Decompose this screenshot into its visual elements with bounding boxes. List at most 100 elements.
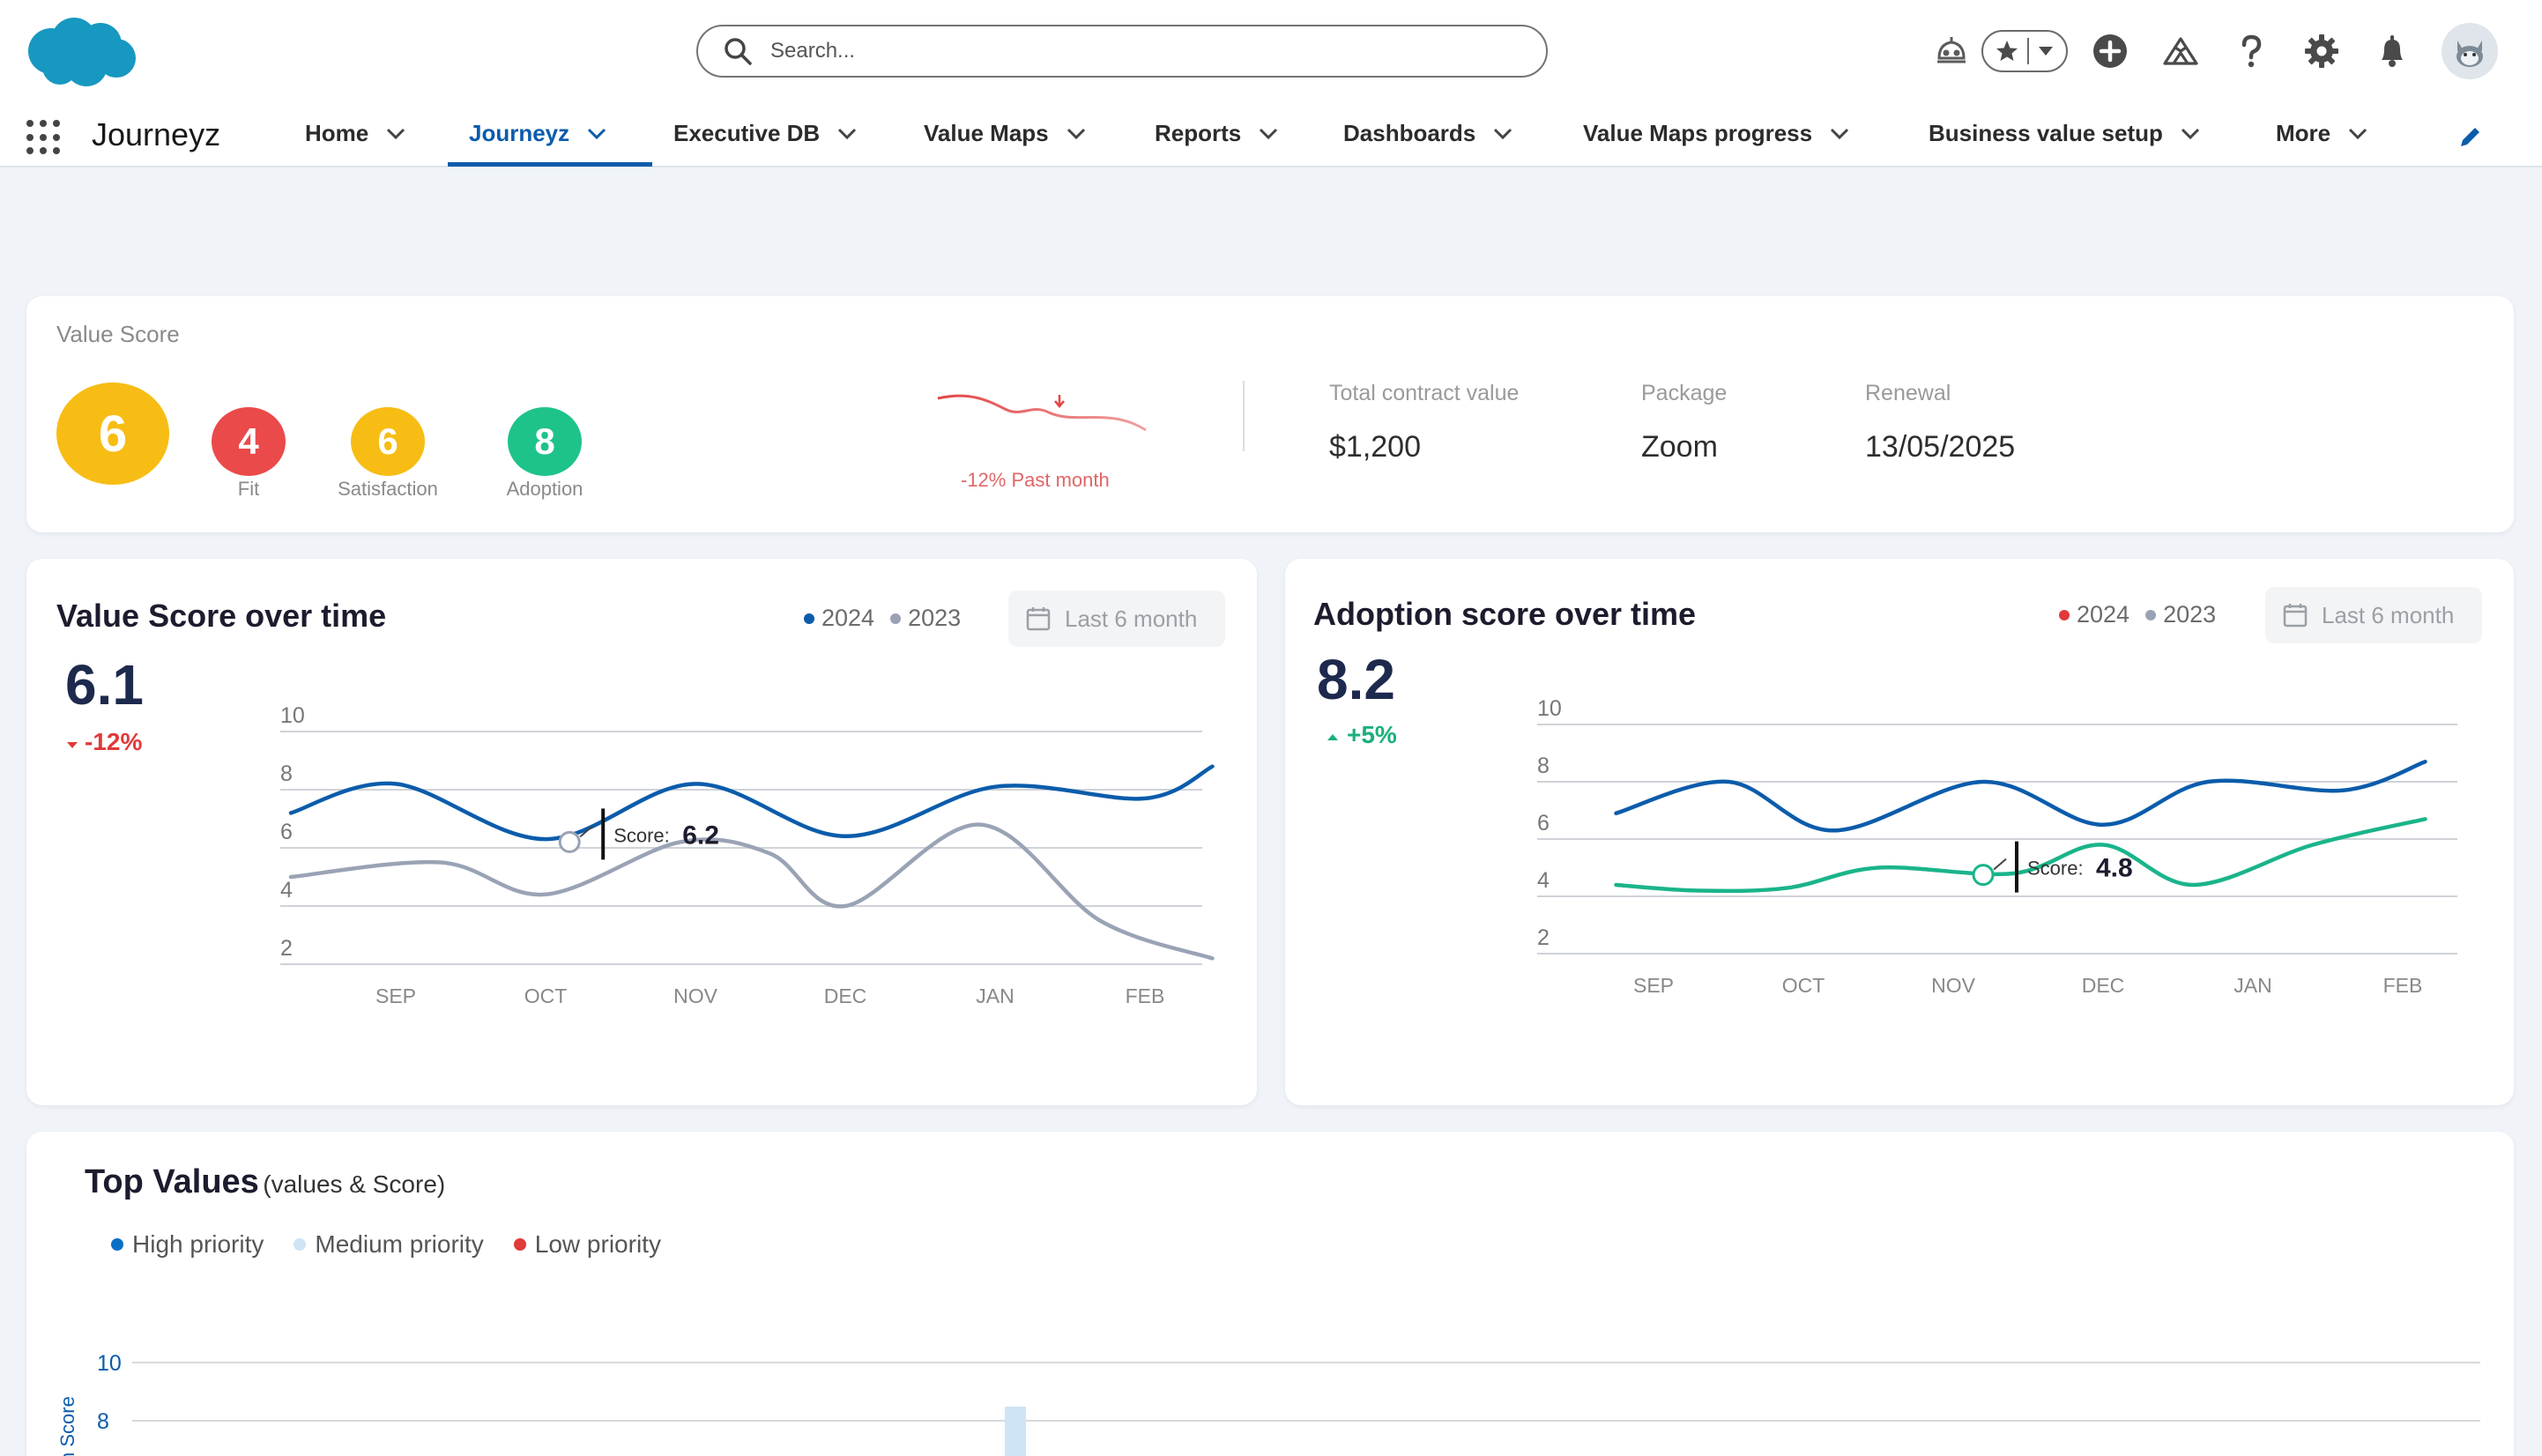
- adoption-score-bubble: 8: [508, 407, 582, 476]
- chevron-down-icon[interactable]: [1830, 128, 1849, 140]
- tab-label: Reports: [1155, 120, 1242, 146]
- chevron-down-icon[interactable]: [837, 128, 857, 140]
- range-label: Last 6 month: [2322, 601, 2455, 628]
- top-values-card: Top Values (values & Score) High priorit…: [26, 1132, 2514, 1456]
- legend-label: 2024: [2077, 601, 2130, 628]
- adoption-chart-range-button[interactable]: Last 6 month: [2265, 587, 2482, 643]
- tab-reports[interactable]: Reports: [1155, 120, 1278, 147]
- legend-2024: 2024: [804, 605, 874, 632]
- global-search[interactable]: [696, 25, 1548, 78]
- top-values-title-row: Top Values (values & Score): [85, 1163, 445, 1201]
- value-chart-range-button[interactable]: Last 6 month: [1008, 591, 1225, 647]
- favorites-dropdown-icon[interactable]: [2036, 41, 2055, 61]
- tab-home[interactable]: Home: [305, 120, 405, 147]
- astro-guide-icon[interactable]: [1923, 23, 1980, 79]
- x-tick-label: SEP: [375, 984, 416, 1007]
- salesforce-cloud-logo[interactable]: [25, 12, 139, 90]
- chevron-down-icon[interactable]: [386, 128, 405, 140]
- trend-sparkline: [937, 394, 1147, 432]
- package-label: Package: [1641, 381, 1728, 405]
- series-line-2023: [1614, 817, 2427, 894]
- tab-executive-db[interactable]: Executive DB: [673, 120, 857, 147]
- app-navigation-bar: Journeyz Home Journeyz Executive DB Valu…: [0, 102, 2542, 167]
- chevron-down-icon[interactable]: [1259, 128, 1278, 140]
- setup-gear-icon[interactable]: [2293, 23, 2350, 79]
- y-tick-label: 10: [1537, 696, 1562, 721]
- y-tick-label: 8: [1537, 754, 1550, 778]
- value-score-line-chart: 10 8 6 4 2 SEP OCT NOV DEC JAN FEB Score: 6.2: [280, 703, 1215, 1007]
- top-values-subtitle: (values & Score): [263, 1170, 446, 1198]
- tooltip-marker: [558, 830, 581, 853]
- global-add-icon[interactable]: [2082, 23, 2138, 79]
- top-values-bar-chart: n Score 10 8: [56, 1351, 2480, 1456]
- tab-dashboards[interactable]: Dashboards: [1343, 120, 1513, 147]
- chevron-down-icon[interactable]: [2348, 128, 2367, 140]
- renewal-value: 13/05/2025: [1865, 430, 2016, 464]
- active-tab-indicator: [448, 162, 652, 167]
- favorites-group[interactable]: [1981, 30, 2068, 72]
- value-chart-delta: -12%: [65, 728, 142, 756]
- x-tick-label: JAN: [2234, 974, 2271, 997]
- legend-label: 2023: [908, 605, 962, 631]
- x-tick-label: SEP: [1633, 974, 1674, 997]
- total-contract-value: $1,200: [1329, 430, 1421, 464]
- value-chart-title: Value Score over time: [56, 598, 387, 634]
- value-chart-delta-text: -12%: [85, 728, 143, 755]
- search-input[interactable]: [770, 39, 1475, 63]
- y-tick-label: 2: [280, 936, 293, 961]
- y-tick-label: 2: [1537, 925, 1550, 950]
- favorites-star-icon[interactable]: [1994, 38, 2020, 64]
- tab-value-maps[interactable]: Value Maps: [924, 120, 1086, 147]
- notifications-bell-icon[interactable]: [2364, 23, 2420, 79]
- legend-2023: 2023: [2145, 601, 2216, 628]
- legend-label: 2023: [2163, 601, 2217, 628]
- calendar-icon: [1026, 607, 1051, 631]
- calendar-icon: [2283, 604, 2308, 628]
- legend-label: 2024: [821, 605, 875, 631]
- y-tick-label: 6: [280, 820, 293, 844]
- y-tick-label: 10: [97, 1351, 122, 1376]
- tab-more[interactable]: More: [2276, 120, 2367, 147]
- x-tick-label: FEB: [2383, 974, 2423, 997]
- tab-label: Journeyz: [469, 120, 570, 146]
- tooltip-label: Score:: [2027, 858, 2084, 880]
- total-contract-label: Total contract value: [1329, 381, 1520, 405]
- edit-nav-pencil-icon[interactable]: [2457, 123, 2484, 150]
- y-tick-label: 8: [97, 1409, 109, 1434]
- search-icon: [725, 38, 752, 65]
- chevron-down-icon[interactable]: [1067, 128, 1086, 140]
- series-line-2023: [288, 822, 1215, 961]
- help-icon[interactable]: [2223, 23, 2279, 79]
- tab-value-maps-progress[interactable]: Value Maps progress: [1583, 120, 1849, 147]
- tooltip-label: Score:: [613, 824, 670, 846]
- legend-low-priority: Low priority: [513, 1230, 661, 1259]
- x-tick-label: JAN: [976, 984, 1014, 1007]
- adoption-score-chart-card: Adoption score over time 8.2 +5% 2024 20…: [1285, 559, 2514, 1105]
- adoption-chart-title: Adoption score over time: [1313, 596, 1697, 632]
- chevron-down-icon[interactable]: [2181, 128, 2200, 140]
- caret-down-icon: [67, 742, 78, 748]
- fit-score-bubble: 4: [212, 407, 286, 476]
- satisfaction-score-bubble: 6: [351, 407, 425, 476]
- value-score-title: Value Score: [56, 321, 180, 347]
- top-values-ylabel: n Score: [56, 1396, 78, 1456]
- trailhead-icon[interactable]: [2152, 23, 2209, 79]
- x-tick-label: FEB: [1126, 984, 1165, 1007]
- legend-label: Low priority: [534, 1230, 661, 1258]
- chevron-down-icon[interactable]: [1493, 128, 1513, 140]
- tab-business-value-setup[interactable]: Business value setup: [1929, 120, 2200, 147]
- tooltip-value: 6.2: [682, 821, 719, 850]
- fit-label: Fit: [237, 478, 260, 500]
- overall-score-bubble: 6: [56, 383, 169, 485]
- chevron-down-icon[interactable]: [587, 128, 606, 140]
- y-tick-label: 4: [1537, 868, 1550, 893]
- adoption-chart-legend: 2024 2023: [2059, 601, 2232, 628]
- app-launcher-icon[interactable]: [26, 120, 62, 155]
- tab-label: More: [2276, 120, 2331, 146]
- value-chart-big-number: 6.1: [65, 653, 144, 717]
- user-avatar[interactable]: [2442, 23, 2498, 79]
- y-tick-label: 10: [280, 703, 305, 728]
- tab-journeyz[interactable]: Journeyz: [469, 120, 606, 147]
- renewal-label: Renewal: [1865, 381, 1951, 405]
- satisfaction-label: Satisfaction: [338, 478, 438, 500]
